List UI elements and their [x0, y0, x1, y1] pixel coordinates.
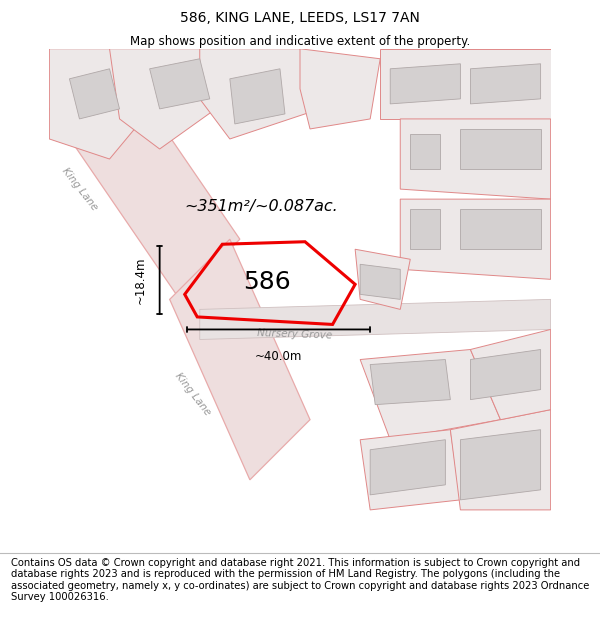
Polygon shape — [360, 349, 500, 440]
Text: ~351m²/~0.087ac.: ~351m²/~0.087ac. — [185, 199, 338, 214]
Polygon shape — [470, 64, 541, 104]
Polygon shape — [380, 49, 551, 119]
Text: Map shows position and indicative extent of the property.: Map shows position and indicative extent… — [130, 35, 470, 48]
Polygon shape — [110, 49, 230, 149]
Polygon shape — [460, 209, 541, 249]
Polygon shape — [49, 49, 240, 299]
Polygon shape — [230, 69, 285, 124]
Polygon shape — [70, 69, 119, 119]
Polygon shape — [460, 430, 541, 500]
Polygon shape — [370, 440, 445, 495]
Polygon shape — [355, 249, 410, 309]
Text: Contains OS data © Crown copyright and database right 2021. This information is : Contains OS data © Crown copyright and d… — [11, 558, 589, 602]
Polygon shape — [170, 239, 310, 480]
Polygon shape — [360, 430, 460, 510]
Polygon shape — [390, 64, 460, 104]
Polygon shape — [300, 49, 380, 129]
Polygon shape — [470, 349, 541, 399]
Polygon shape — [360, 264, 400, 299]
Polygon shape — [451, 409, 551, 510]
Polygon shape — [370, 359, 451, 404]
Polygon shape — [200, 299, 551, 339]
Text: King Lane: King Lane — [173, 371, 212, 418]
Polygon shape — [400, 199, 551, 279]
Polygon shape — [400, 119, 551, 199]
Text: 586, KING LANE, LEEDS, LS17 7AN: 586, KING LANE, LEEDS, LS17 7AN — [180, 11, 420, 25]
Polygon shape — [410, 134, 440, 169]
Polygon shape — [410, 209, 440, 249]
Text: Nursery Grove: Nursery Grove — [257, 328, 333, 341]
Text: King Lane: King Lane — [60, 166, 99, 212]
Text: ~40.0m: ~40.0m — [255, 349, 302, 362]
Polygon shape — [149, 59, 210, 109]
Polygon shape — [49, 49, 160, 159]
Polygon shape — [460, 129, 541, 169]
Polygon shape — [200, 49, 320, 139]
Text: ~18.4m: ~18.4m — [134, 256, 147, 304]
Text: 586: 586 — [244, 270, 291, 294]
Polygon shape — [470, 329, 551, 419]
